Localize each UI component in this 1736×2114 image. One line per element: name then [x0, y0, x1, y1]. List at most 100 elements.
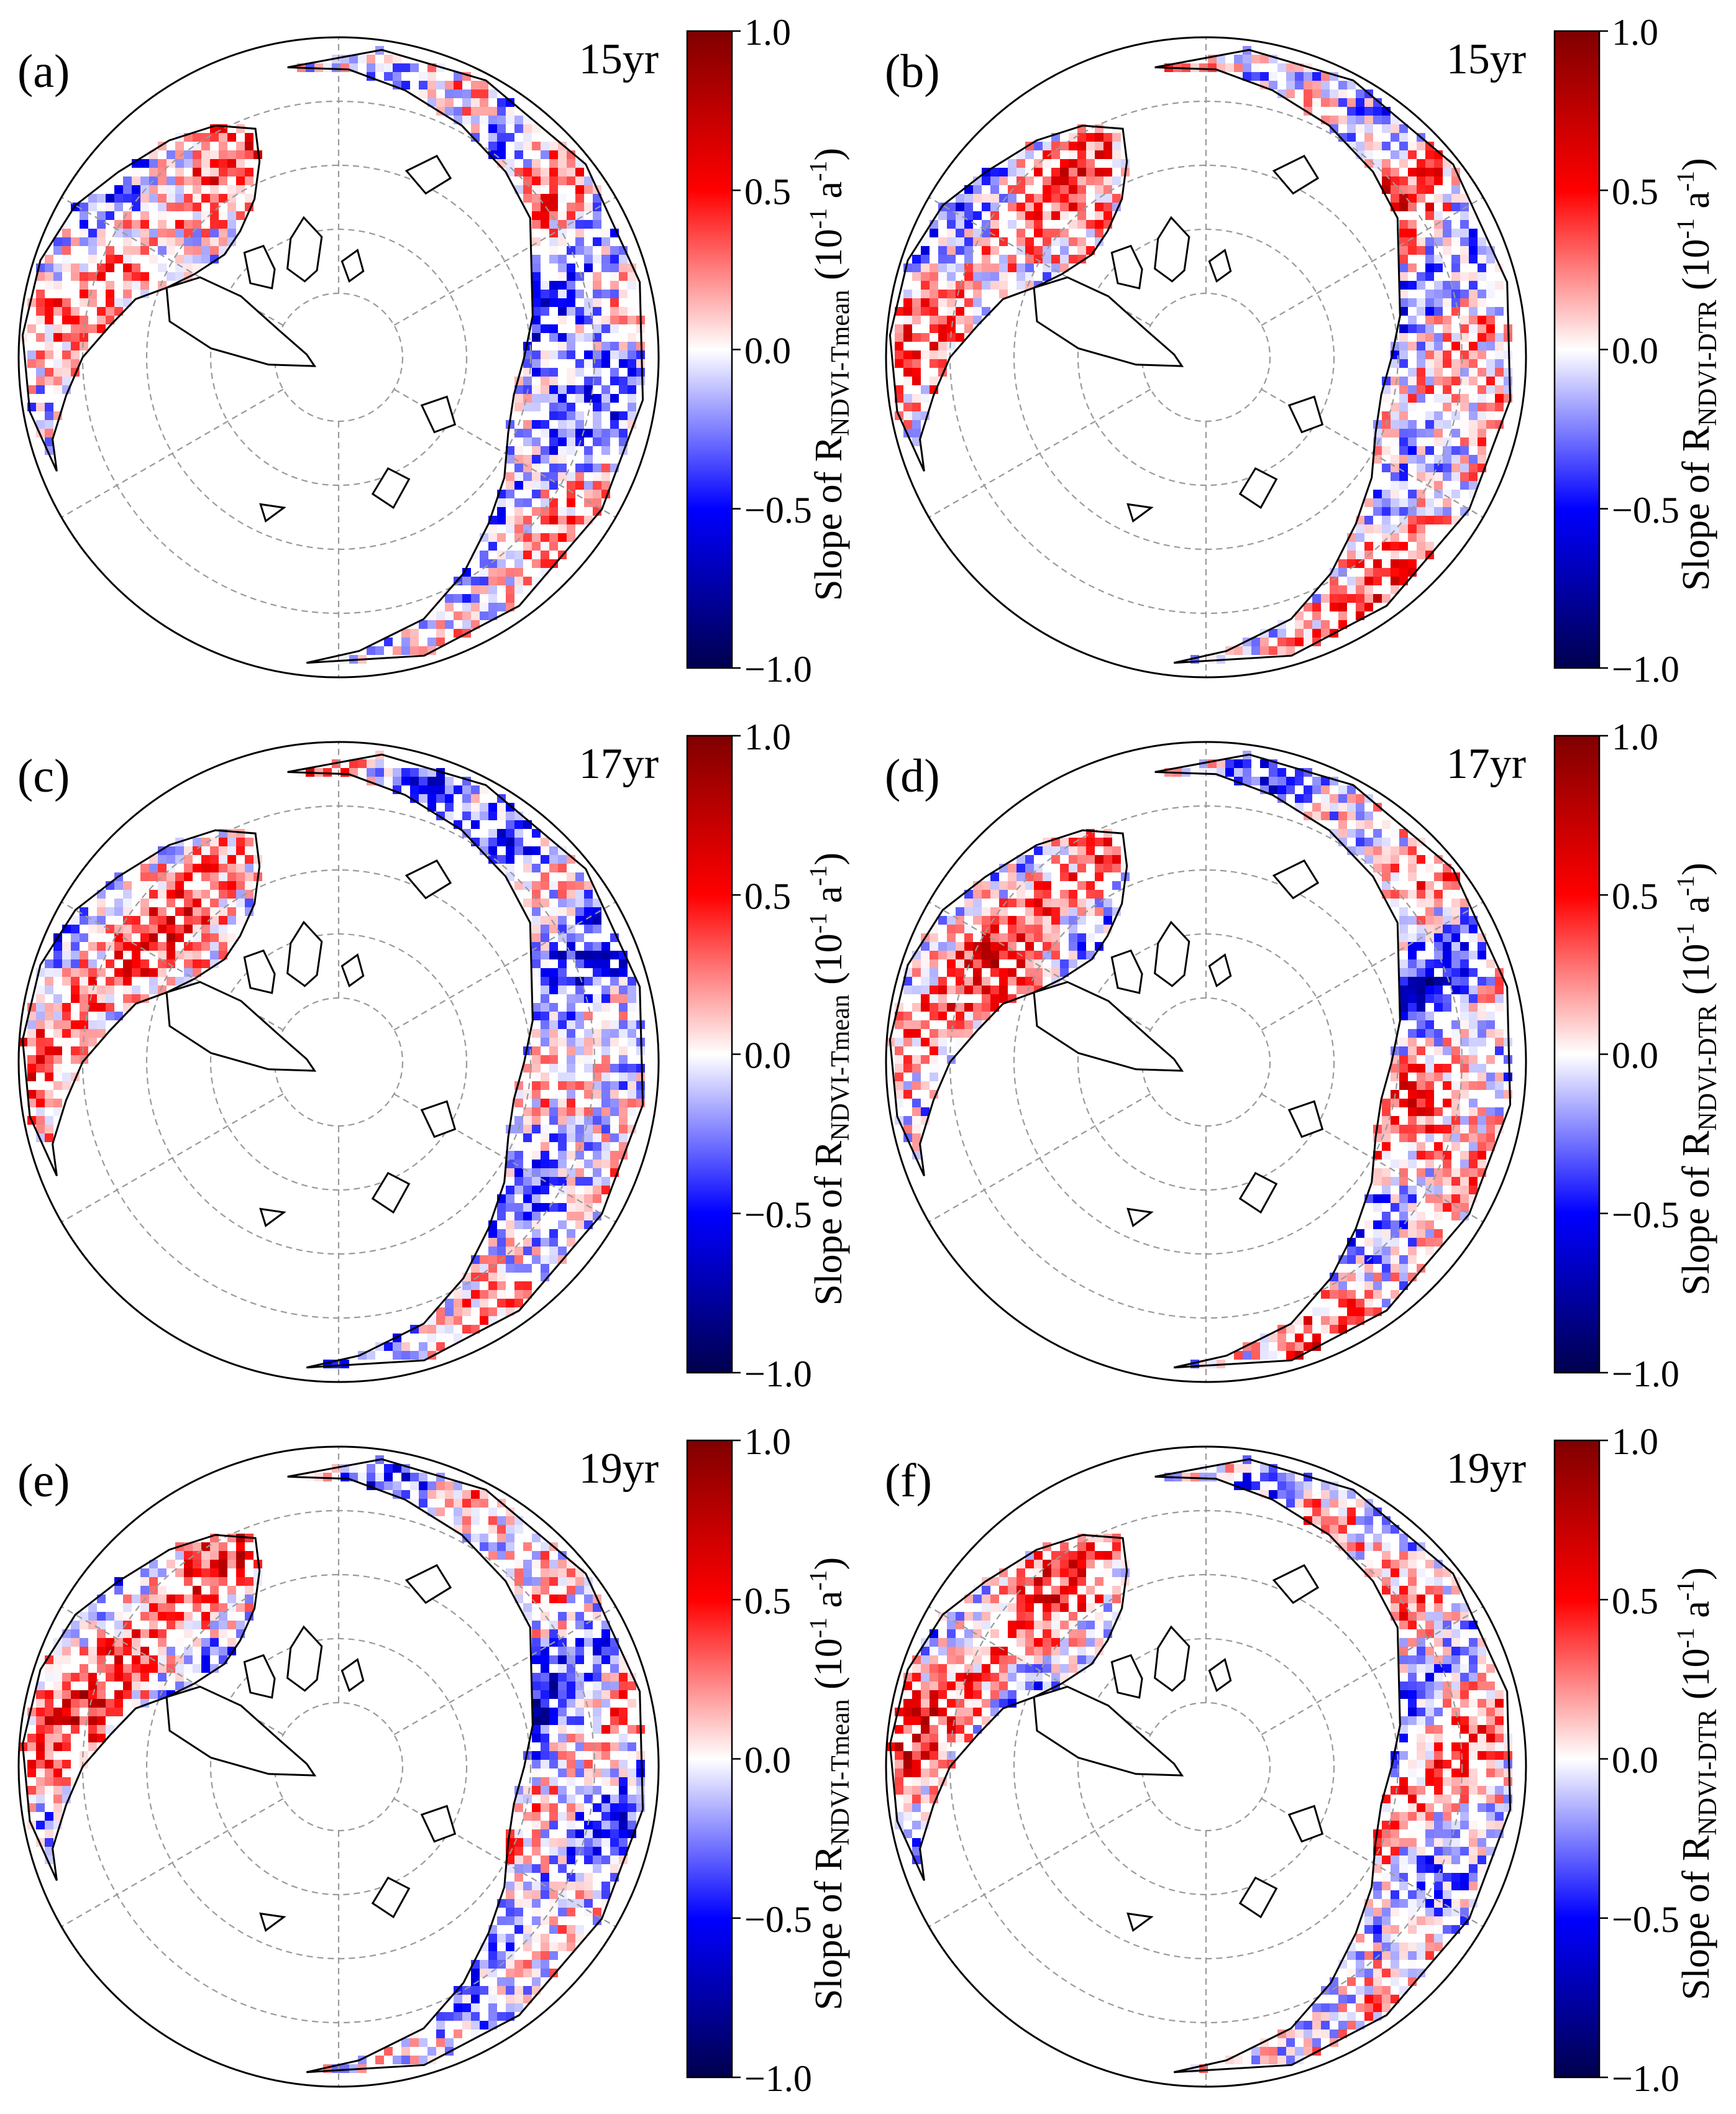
colorbar-tick-label: −1.0	[744, 1353, 812, 1394]
coastline-greenland	[1033, 1685, 1184, 1777]
coastline-island	[259, 503, 286, 523]
coastline-island	[243, 949, 276, 994]
coastline-island	[1154, 920, 1190, 987]
panel-label: (a)	[17, 45, 70, 98]
panel-c: (c) 17yr 1.0 0.5 0.0 −0.5 −1.0 Slope of RNDVI-T…	[17, 716, 855, 1394]
colorbar-tick-label: 1.0	[744, 716, 791, 757]
colorbar-tick-label: −0.5	[1612, 1899, 1679, 1940]
coastline-island	[1208, 1658, 1232, 1692]
colorbar-tick-label: −0.5	[744, 490, 812, 531]
heatmap-cells	[895, 46, 1512, 664]
meridian-line	[928, 388, 1151, 518]
coastline-eurasia	[1154, 753, 1512, 1369]
meridian-line	[393, 901, 616, 1031]
coastline-greenland	[1033, 276, 1184, 367]
coastline-island	[1238, 467, 1278, 510]
panel-label: (e)	[17, 1455, 70, 1507]
map-boundary	[17, 1445, 660, 2088]
map-boundary	[885, 1445, 1527, 2088]
heatmap-cells	[886, 1455, 1512, 2073]
map-boundary	[17, 36, 660, 679]
meridian-line	[1261, 1606, 1484, 1736]
colorbar-tick-label: −1.0	[1612, 1353, 1679, 1394]
coastline-island	[404, 155, 452, 195]
panel-a: (a) 15yr 1.0 0.5 0.0 −0.5 −1.0 Slope of RNDVI-T…	[17, 12, 855, 690]
coastline-greenland	[165, 276, 317, 367]
coastline-island	[1208, 249, 1232, 283]
coastline-island	[286, 216, 323, 283]
colorbar-tick-label: −0.5	[1612, 490, 1679, 531]
colorbar-tick-label: 1.0	[744, 12, 791, 53]
meridian-line	[61, 1798, 284, 1928]
coastline-island	[286, 1625, 323, 1692]
colorbar-label: Slope of RNDVI-DTR (10-1 a-1)	[1671, 1567, 1722, 2000]
heatmap-field	[19, 1455, 645, 2073]
colorbar-tick-label: −0.5	[1612, 1194, 1679, 1235]
heatmap-field	[886, 751, 1512, 1368]
panel-b: (b) 15yr 1.0 0.5 0.0 −0.5 −1.0 Slope of RNDVI-D…	[885, 12, 1722, 690]
colorbar	[1553, 30, 1601, 669]
colorbar-tick-label: −1.0	[744, 649, 812, 690]
coastline-island	[243, 244, 276, 290]
colorbar-tick-label: 0.5	[744, 876, 791, 917]
coastline-north-america	[889, 829, 1128, 1176]
heatmap-cells	[886, 751, 1512, 1368]
colorbar-label: Slope of RNDVI-DTR (10-1 a-1)	[1671, 863, 1722, 1296]
coastline-island	[1208, 953, 1232, 987]
colorbar-tick-label: 0.5	[1612, 1580, 1658, 1621]
coastline-island	[420, 395, 457, 434]
colorbar	[1553, 1439, 1601, 2079]
coastline-island	[1272, 155, 1320, 195]
latitude-circle	[145, 164, 532, 551]
meridian-line	[393, 1606, 616, 1736]
coastline-north-america	[21, 829, 261, 1176]
map-boundary	[17, 741, 660, 1383]
latitude-circle	[145, 1573, 532, 1960]
coastline-island	[286, 920, 323, 987]
colorbar-tick-label: 0.0	[1612, 1740, 1658, 1781]
coastline-island	[1110, 1654, 1143, 1699]
colorbar-tick-label: 0.0	[744, 1035, 791, 1076]
heatmap-cells	[19, 46, 645, 664]
colorbar-tick-label: 0.0	[744, 1740, 791, 1781]
heatmap-cells	[19, 1455, 645, 2073]
coastline-island	[1126, 503, 1154, 523]
colorbar-tick-label: 0.5	[1612, 171, 1658, 212]
colorbar-tick-label: −0.5	[744, 1899, 812, 1940]
coastline-north-america	[21, 124, 261, 472]
meridian-line	[928, 1798, 1151, 1928]
coastline-island	[1110, 244, 1143, 290]
coastline-island	[1238, 1876, 1278, 1919]
coastline-island	[243, 1654, 276, 1699]
coastline-island	[259, 1912, 286, 1932]
colorbar-tick-label: −1.0	[1612, 2058, 1679, 2099]
coastline-island	[1154, 1625, 1190, 1692]
meridian-line	[1261, 901, 1484, 1031]
colorbar-tick-label: 0.0	[1612, 331, 1658, 372]
heatmap-cells	[19, 751, 645, 1368]
coastline-greenland	[1033, 981, 1184, 1072]
coastline-island	[420, 1100, 457, 1138]
meridian-line	[393, 196, 616, 326]
heatmap-field	[19, 46, 645, 664]
panel-label: (d)	[885, 750, 940, 802]
coastline-eurasia	[287, 1458, 644, 2074]
coastline-island	[371, 467, 411, 510]
coastline-island	[371, 1171, 411, 1214]
colorbar	[686, 1439, 733, 2079]
coastline-island	[1287, 395, 1324, 434]
coastline-island	[420, 1805, 457, 1843]
colorbar-tick-label: 1.0	[1612, 1421, 1658, 1462]
coastline-eurasia	[287, 48, 644, 664]
coastline-island	[1126, 1912, 1154, 1932]
colorbar-tick-label: 0.5	[744, 1580, 791, 1621]
window-label: 15yr	[579, 35, 659, 83]
meridian-line	[61, 1093, 284, 1223]
colorbar-tick-label: 0.5	[1612, 876, 1658, 917]
heatmap-field	[895, 46, 1512, 664]
coastline-island	[1287, 1805, 1324, 1843]
coastline-greenland	[165, 981, 317, 1072]
colorbar-tick-label: 1.0	[1612, 12, 1658, 53]
coastline-eurasia	[287, 753, 644, 1369]
coastline-island	[404, 859, 452, 900]
